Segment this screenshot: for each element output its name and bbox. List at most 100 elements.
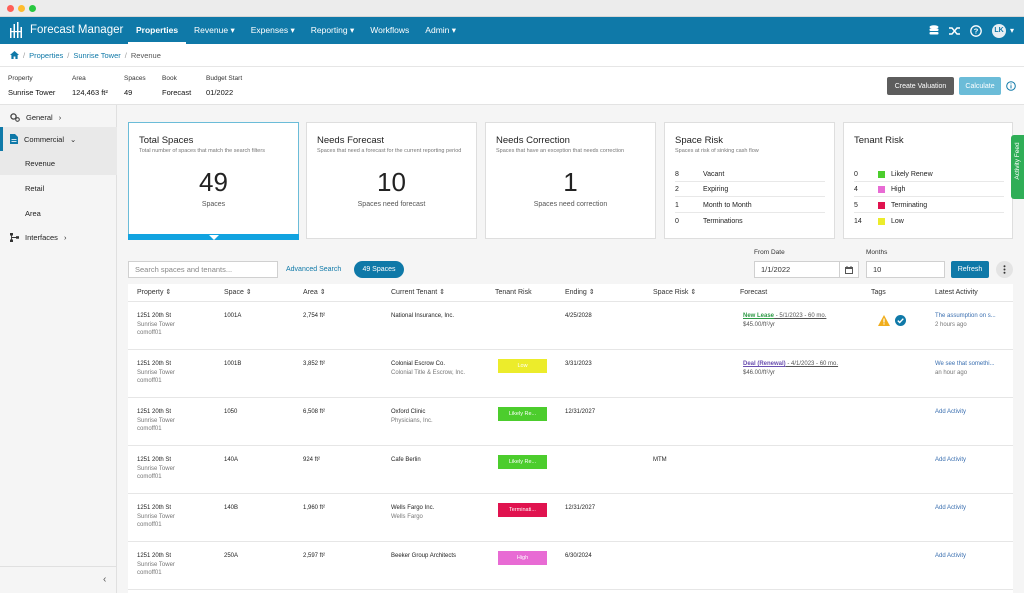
latest-activity-link[interactable]: Add Activity — [935, 505, 967, 511]
advanced-search-link[interactable]: Advanced Search — [286, 266, 342, 273]
tenant-risk-row[interactable]: 4 High — [854, 182, 1004, 197]
warning-icon[interactable] — [878, 315, 890, 326]
cell-area: 3,852 ft² — [303, 361, 326, 367]
forecast-link[interactable]: Deal (Renewal) - 4/1/2023 - 60 mo. $46.00… — [743, 361, 839, 376]
collapse-sidebar-icon[interactable]: ‹ — [103, 574, 107, 585]
cell-tenant[interactable]: Oxford Clinic Physicians, Inc. — [391, 409, 433, 424]
column-header-latest-activity[interactable]: Latest Activity — [935, 289, 978, 296]
space-risk-row[interactable]: 8 Vacant — [675, 167, 825, 182]
space-risk-row[interactable]: 0 Terminations — [675, 214, 825, 229]
sidebar-item-area[interactable]: Area — [0, 201, 117, 225]
sidebar-item-general[interactable]: General › — [0, 105, 117, 129]
latest-activity-link[interactable]: Add Activity — [935, 553, 967, 559]
cell-space[interactable]: 140A — [224, 457, 239, 463]
sidebar-item-interfaces[interactable]: Interfaces › — [0, 225, 117, 249]
sidebar-item-label: Area — [25, 208, 41, 218]
nav-expenses[interactable]: Expenses ▾ — [243, 17, 303, 44]
from-date-input[interactable]: 1/1/2022 — [754, 261, 840, 278]
sidebar-item-label: Retail — [25, 183, 45, 193]
card-space-risk[interactable]: Space Risk Spaces at risk of sinking cas… — [664, 122, 835, 239]
breadcrumb-properties[interactable]: Properties — [29, 50, 64, 60]
nav-properties[interactable]: Properties — [128, 17, 187, 44]
table-row[interactable]: 1251 20th St Sunrise Tower comoff01 1050 6,5… — [128, 398, 1013, 446]
space-risk-row[interactable]: 1 Month to Month — [675, 198, 825, 213]
card-tenant-risk[interactable]: Tenant Risk 0 Likely Renew 4 High 5 Termina… — [843, 122, 1013, 239]
card-total-spaces[interactable]: Total Spaces Total number of spaces that… — [128, 122, 299, 240]
column-header-forecast[interactable]: Forecast — [740, 289, 768, 296]
latest-activity-link[interactable]: We see that somethi... an hour ago — [935, 361, 995, 376]
table-row[interactable]: 1251 20th St Sunrise Tower comoff01 140B 1,9… — [128, 494, 1013, 542]
search-input[interactable]: Search spaces and tenants... — [128, 261, 278, 278]
check-circle-icon[interactable] — [895, 315, 906, 326]
home-icon[interactable] — [10, 51, 19, 59]
create-valuation-button[interactable]: Create Valuation — [887, 77, 954, 95]
cell-ending: 3/31/2023 — [565, 361, 592, 367]
months-input[interactable]: 10 — [866, 261, 945, 278]
cell-space[interactable]: 250A — [224, 553, 239, 559]
cell-tenant[interactable]: Beeker Group Architects — [391, 553, 457, 559]
column-header-tags[interactable]: Tags — [871, 289, 886, 296]
app-logo[interactable]: Forecast Manager — [9, 22, 123, 38]
table-row[interactable]: 1251 20th St Sunrise Tower comoff01 250A 2,5… — [128, 542, 1013, 590]
more-options-button[interactable] — [996, 261, 1013, 278]
column-header-space-risk[interactable]: Space Risk ⇕ — [653, 289, 697, 296]
table-row[interactable]: 1251 20th St Sunrise Tower comoff01 1001A 2,… — [128, 302, 1013, 350]
close-window-icon[interactable] — [7, 5, 14, 12]
tenant-risk-row[interactable]: 14 Low — [854, 214, 1004, 229]
nav-admin[interactable]: Admin ▾ — [417, 17, 464, 44]
card-caption: Spaces need correction — [533, 201, 608, 208]
activity-feed-label: Activity Feed — [1014, 142, 1021, 180]
shuffle-icon[interactable] — [948, 26, 960, 36]
cell-space[interactable]: 1001B — [224, 361, 242, 367]
sidebar-item-revenue[interactable]: Revenue — [0, 151, 117, 175]
minimize-window-icon[interactable] — [18, 5, 25, 12]
table-row[interactable]: 1251 20th St Sunrise Tower comoff01 140A 924… — [128, 446, 1013, 494]
cell-tenant[interactable]: Colonial Escrow Co. Colonial Title & Escr… — [391, 361, 466, 376]
spaces-count-pill[interactable]: 49 Spaces — [354, 261, 404, 278]
help-icon[interactable]: ? — [970, 24, 982, 37]
info-icon[interactable] — [1006, 81, 1016, 91]
column-header-property[interactable]: Property ⇕ — [137, 289, 172, 296]
nav-revenue[interactable]: Revenue ▾ — [186, 17, 243, 44]
card-description: Spaces at risk of sinking cash flow — [675, 148, 759, 154]
database-icon[interactable] — [929, 25, 939, 36]
column-header-space[interactable]: Space ⇕ — [224, 289, 252, 296]
table-row[interactable]: 1251 20th St Sunrise Tower comoff01 1001B 3,… — [128, 350, 1013, 398]
cell-space[interactable]: 140B — [224, 505, 239, 511]
column-header-current-tenant[interactable]: Current Tenant ⇕ — [391, 289, 445, 296]
cell-tenant[interactable]: National Insurance, Inc. — [391, 313, 455, 319]
calculate-button[interactable]: Calculate — [959, 77, 1001, 95]
sidebar-item-retail[interactable]: Retail — [0, 176, 117, 200]
tenant-risk-row[interactable]: 0 Likely Renew — [854, 167, 1004, 182]
breadcrumb-property[interactable]: Sunrise Tower — [73, 50, 121, 60]
cell-space[interactable]: 1050 — [224, 409, 238, 415]
nav-reporting[interactable]: Reporting ▾ — [303, 17, 363, 44]
latest-activity-link[interactable]: Add Activity — [935, 409, 967, 415]
card-needs-correction[interactable]: Needs Correction Spaces that have an exc… — [485, 122, 656, 239]
field-value: 49 — [124, 88, 133, 97]
calendar-button[interactable] — [840, 261, 859, 278]
tenant-risk-row[interactable]: 5 Terminating — [854, 198, 1004, 213]
cell-space[interactable]: 1001A — [224, 313, 242, 319]
space-risk-row[interactable]: 2 Expiring — [675, 182, 825, 197]
column-header-tenant-risk[interactable]: Tenant Risk — [495, 289, 532, 296]
risk-label: Vacant — [703, 170, 725, 178]
activity-feed-tab[interactable]: Activity Feed — [1011, 135, 1024, 199]
maximize-window-icon[interactable] — [29, 5, 36, 12]
refresh-button[interactable]: Refresh — [951, 261, 989, 278]
breadcrumb-separator: / — [23, 50, 26, 60]
sidebar-item-commercial[interactable]: Commercial ⌄ — [0, 127, 117, 151]
cell-tenant[interactable]: Wells Fargo Inc. Wells Fargo — [391, 505, 435, 520]
field-label: Budget Start — [206, 75, 243, 82]
latest-activity-link[interactable]: Add Activity — [935, 457, 967, 463]
nav-workflows[interactable]: Workflows — [362, 17, 417, 44]
user-menu[interactable]: LK ▾ — [991, 23, 1014, 38]
card-needs-forecast[interactable]: Needs Forecast Spaces that need a foreca… — [306, 122, 477, 239]
cell-tenant[interactable]: Cafe Berlin — [391, 457, 421, 463]
latest-activity-link[interactable]: The assumption on s... 2 hours ago — [935, 313, 996, 328]
column-header-area[interactable]: Area ⇕ — [303, 289, 326, 296]
forecast-link[interactable]: New Lease - 5/1/2023 - 60 mo. $45.00/ft²/… — [743, 313, 827, 328]
column-header-ending[interactable]: Ending ⇕ — [565, 289, 595, 296]
cell-area: 1,960 ft² — [303, 505, 326, 511]
tenant-risk-badge: High — [498, 551, 547, 565]
